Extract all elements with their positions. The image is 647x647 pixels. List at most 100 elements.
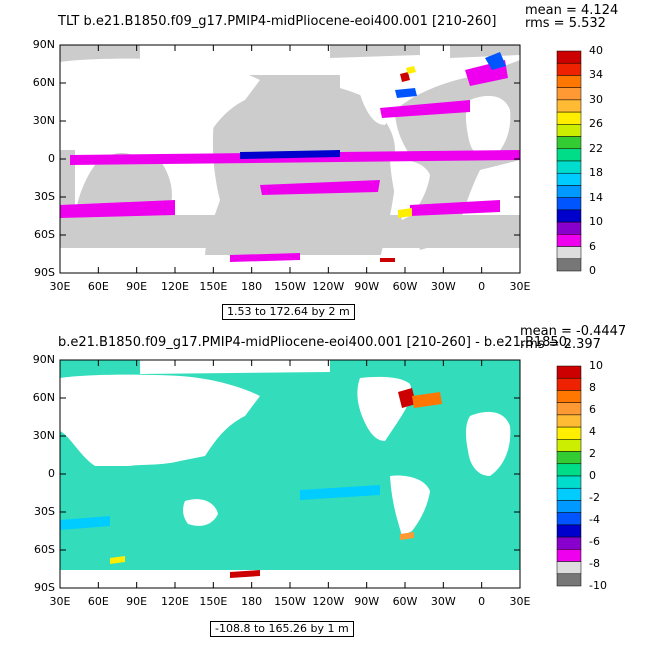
chart-panel-top: TLT b.e21.B1850.f09_g17.PMIP4-midPliocen… bbox=[0, 0, 647, 320]
colorbar-label: -2 bbox=[589, 491, 600, 504]
x-tick-label: 180 bbox=[241, 280, 263, 293]
colorbar-label: 34 bbox=[589, 68, 603, 82]
colorbar-box bbox=[556, 172, 582, 186]
colorbar-box bbox=[556, 414, 582, 428]
y-tick-label: 90N bbox=[32, 38, 55, 51]
colorbar-box bbox=[556, 536, 582, 550]
colorbar-label: 10 bbox=[589, 215, 603, 229]
colorbar-box bbox=[556, 246, 582, 260]
colorbar-label: 4 bbox=[589, 425, 596, 438]
chart-panel-bottom: b.e21.B1850.f09_g17.PMIP4-midPliocene-eo… bbox=[0, 320, 647, 647]
colorbar-label: 6 bbox=[589, 403, 596, 416]
chart-title: TLT b.e21.B1850.f09_g17.PMIP4-midPliocen… bbox=[58, 14, 497, 29]
colorbar bbox=[556, 365, 582, 587]
colorbar-label: -4 bbox=[589, 513, 600, 526]
x-tick-label: 150W bbox=[274, 280, 306, 293]
rms-label: rms = 2.397 bbox=[520, 337, 601, 352]
x-tick-label: 30E bbox=[509, 595, 531, 608]
colorbar-box bbox=[556, 258, 582, 272]
colorbar-box bbox=[556, 475, 582, 489]
data-features bbox=[60, 52, 520, 262]
colorbar bbox=[556, 50, 582, 272]
colorbar-label: 14 bbox=[589, 190, 603, 204]
x-tick-label: 0 bbox=[478, 595, 486, 608]
x-tick-label: 180 bbox=[241, 595, 263, 608]
axis-ticks bbox=[59, 359, 521, 589]
colorbar-label: 0 bbox=[589, 469, 596, 482]
y-tick-label: 90S bbox=[34, 266, 55, 279]
chart-title: b.e21.B1850.f09_g17.PMIP4-midPliocene-eo… bbox=[58, 335, 572, 350]
colorbar-box bbox=[556, 439, 582, 452]
colorbar-box bbox=[556, 549, 582, 562]
x-tick-label: 120E bbox=[161, 280, 189, 293]
colorbar-box bbox=[556, 524, 582, 538]
colorbar-box bbox=[556, 75, 582, 88]
colorbar-box bbox=[556, 463, 582, 477]
colorbar-box bbox=[556, 62, 582, 76]
x-tick-label: 30W bbox=[430, 280, 456, 293]
colorbar-box bbox=[556, 365, 582, 379]
colorbar-box bbox=[556, 160, 582, 174]
x-tick-label: 90E bbox=[126, 595, 148, 608]
x-tick-label: 60W bbox=[392, 595, 418, 608]
colorbar-label: -8 bbox=[589, 557, 600, 570]
x-tick-label: 60W bbox=[392, 280, 418, 293]
y-tick-label: 60N bbox=[32, 76, 55, 89]
x-tick-label: 90W bbox=[354, 595, 380, 608]
x-tick-label: 30E bbox=[509, 280, 531, 293]
colorbar-box bbox=[556, 221, 582, 235]
y-tick-label: 30S bbox=[34, 190, 55, 203]
y-tick-label: 90S bbox=[34, 581, 55, 594]
colorbar-label: -6 bbox=[589, 535, 600, 548]
x-tick-label: 120W bbox=[312, 595, 345, 608]
colorbar-box bbox=[556, 124, 582, 137]
x-tick-label: 30E bbox=[49, 280, 71, 293]
x-tick-label: 0 bbox=[478, 280, 486, 293]
colorbar-box bbox=[556, 197, 582, 211]
colorbar-box bbox=[556, 426, 582, 440]
map-plot bbox=[59, 359, 582, 589]
colorbar-box bbox=[556, 512, 582, 526]
y-tick-label: 30S bbox=[34, 505, 55, 518]
colorbar-label: 8 bbox=[589, 381, 596, 394]
colorbar-label: 2 bbox=[589, 447, 596, 460]
colorbar-box bbox=[556, 185, 582, 198]
colorbar-box bbox=[556, 50, 582, 64]
y-tick-label: 0 bbox=[48, 152, 55, 165]
x-tick-label: 90W bbox=[354, 280, 380, 293]
colorbar-box bbox=[556, 148, 582, 162]
colorbar-label: 40 bbox=[589, 44, 603, 57]
colorbar-label: -10 bbox=[589, 579, 607, 592]
mean-label: mean = -0.4447 bbox=[520, 324, 627, 339]
colorbar-label: 6 bbox=[589, 239, 596, 253]
mean-label: mean = 4.124 bbox=[525, 3, 619, 18]
colorbar-box bbox=[556, 111, 582, 125]
colorbar-box bbox=[556, 234, 582, 247]
colorbar-label: 22 bbox=[589, 141, 603, 155]
x-tick-label: 30E bbox=[49, 595, 71, 608]
colorbar-box bbox=[556, 209, 582, 223]
colorbar-box bbox=[556, 99, 582, 113]
colorbar-label: 26 bbox=[589, 117, 603, 131]
x-tick-label: 150W bbox=[274, 595, 306, 608]
colorbar-box bbox=[556, 500, 582, 513]
y-tick-label: 60S bbox=[34, 543, 55, 556]
axis-ticks bbox=[59, 44, 521, 274]
colorbar-box bbox=[556, 377, 582, 391]
y-tick-label: 90N bbox=[32, 353, 55, 366]
colorbar-label: 30 bbox=[589, 92, 603, 106]
x-tick-label: 120E bbox=[161, 595, 189, 608]
colorbar-box bbox=[556, 487, 582, 501]
range-label: 1.53 to 172.64 by 2 m bbox=[222, 304, 355, 320]
y-tick-label: 30N bbox=[32, 114, 55, 127]
colorbar-box bbox=[556, 390, 582, 403]
colorbar-label: 10 bbox=[589, 359, 603, 372]
colorbar-label: 18 bbox=[589, 166, 603, 180]
colorbar-box bbox=[556, 136, 582, 150]
range-label: -108.8 to 165.26 by 1 m bbox=[210, 621, 354, 637]
x-tick-label: 60E bbox=[87, 595, 109, 608]
y-tick-label: 30N bbox=[32, 429, 55, 442]
map-plot bbox=[59, 44, 582, 274]
y-tick-label: 0 bbox=[48, 467, 55, 480]
colorbar-box bbox=[556, 451, 582, 465]
